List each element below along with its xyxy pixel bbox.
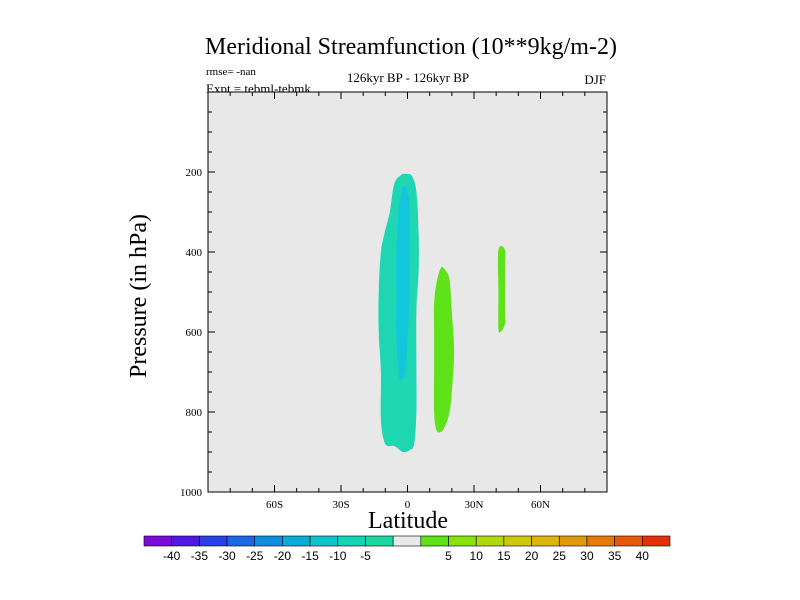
colorbar: -40 -35 -30 -25 -20 -15 -10 -5 5 10 15 20 25 30 35 40	[143, 535, 671, 563]
colorbar-swatch	[199, 535, 228, 547]
colorbar-swatch	[531, 535, 560, 547]
colorbar-swatch	[282, 535, 311, 547]
colorbar-swatch	[365, 535, 394, 547]
colorbar-label: 10	[470, 549, 484, 563]
period-label: 126kyr BP - 126kyr BP	[347, 70, 469, 85]
colorbar-label: 30	[580, 549, 594, 563]
colorbar-swatch	[420, 535, 449, 547]
colorbar-label: -30	[218, 549, 236, 563]
colorbar-swatch	[614, 535, 643, 547]
colorbar-swatch	[558, 535, 588, 547]
colorbar-label: 35	[608, 549, 622, 563]
colorbar-swatch	[475, 535, 505, 547]
colorbar-label: 20	[525, 549, 539, 563]
y-axis-label: Pressure (in hPa)	[126, 214, 152, 378]
colorbar-label: -15	[301, 549, 319, 563]
x-tick-label: 30N	[465, 499, 484, 511]
y-tick-label: 600	[186, 327, 203, 339]
colorbar-swatch	[171, 535, 200, 547]
x-tick-label: 60N	[531, 499, 550, 511]
colorbar-swatch	[226, 535, 256, 547]
x-axis-label: Latitude	[368, 508, 448, 534]
colorbar-label: -40	[163, 549, 181, 563]
season-label: DJF	[584, 72, 606, 87]
y-tick-label: 800	[186, 407, 203, 419]
colorbar-label: -10	[329, 549, 347, 563]
colorbar-label: -35	[191, 549, 209, 563]
y-tick-label: 1000	[180, 487, 203, 499]
x-tick-label: 60S	[266, 499, 283, 511]
rmse-label: rmse= -nan	[206, 66, 256, 78]
colorbar-swatch	[143, 535, 172, 547]
contour-cell-neg-10-inner	[396, 185, 410, 380]
colorbar-label: -25	[246, 549, 264, 563]
colorbar-swatch	[586, 535, 615, 547]
colorbar-label: 25	[553, 549, 567, 563]
colorbar-swatch	[309, 535, 339, 547]
colorbar-swatch	[503, 535, 532, 547]
colorbar-label: 5	[445, 549, 452, 563]
colorbar-label: -20	[274, 549, 292, 563]
colorbar-swatch	[254, 535, 283, 547]
colorbar-swatch	[337, 535, 366, 547]
axes: 60S 30S 0 30N 60N 200 400 600 800 1000	[180, 91, 608, 511]
colorbar-label: 40	[636, 549, 650, 563]
colorbar-swatch	[448, 535, 477, 547]
contour-cell-pos-5-north	[497, 245, 506, 333]
y-tick-label: 200	[186, 167, 203, 179]
colorbar-label: -5	[360, 549, 371, 563]
plot-area	[208, 92, 607, 492]
x-tick-label: 0	[405, 499, 411, 511]
colorbar-label: 15	[497, 549, 511, 563]
colorbar-swatch	[392, 535, 422, 547]
chart-title: Meridional Streamfunction (10**9kg/m-2)	[205, 34, 617, 60]
contour-cell-pos-5-mid	[433, 267, 455, 433]
colorbar-swatch	[642, 535, 671, 547]
y-tick-label: 400	[186, 247, 203, 259]
x-tick-label: 30S	[332, 499, 349, 511]
